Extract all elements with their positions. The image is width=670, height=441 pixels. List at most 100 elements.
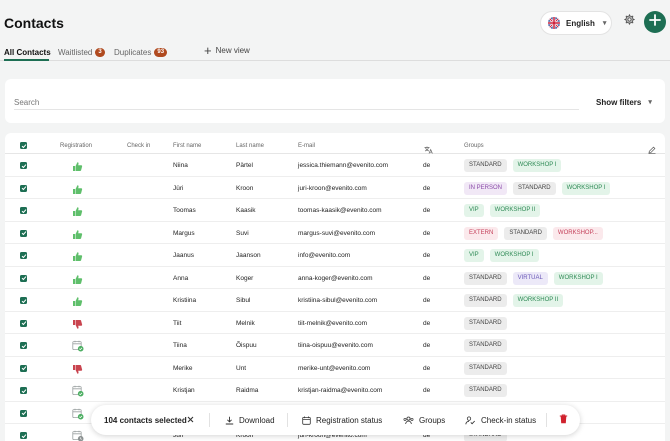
add-contact-button[interactable]: [644, 11, 666, 33]
delete-button[interactable]: [559, 405, 568, 435]
new-view-button[interactable]: + New view: [204, 44, 250, 57]
group-tag: WORKSHOP II: [489, 204, 541, 217]
check-icon: [21, 298, 26, 303]
clear-selection-button[interactable]: [187, 405, 194, 435]
search-panel: Show filters ▾: [5, 79, 665, 123]
group-tag: VIP: [464, 204, 484, 217]
email-cell: tiina-oispuu@evenito.com: [298, 342, 373, 349]
thumb-down-icon: [72, 362, 83, 374]
edit-columns-icon[interactable]: [648, 141, 656, 159]
gear-icon: [623, 13, 636, 31]
tab-waitlisted[interactable]: Waitlisted 3: [58, 46, 105, 58]
group-tag: STANDARD: [464, 271, 507, 285]
tab-label: Waitlisted: [58, 47, 93, 57]
language-selector[interactable]: English ▾: [540, 11, 612, 35]
row-checkbox[interactable]: [20, 387, 27, 394]
column-header-first-name[interactable]: First name: [173, 143, 202, 149]
language-cell: de: [423, 162, 431, 169]
group-tag: STANDARD: [464, 384, 507, 397]
table-row[interactable]: Merike Unt merike-unt@evenito.com de STANDAR…: [5, 357, 665, 379]
row-checkbox[interactable]: [20, 229, 27, 237]
table-row[interactable]: Niina Pärtel jessica.thiemann@evenito.com d…: [5, 154, 665, 177]
first-name-cell: Tiina: [173, 342, 187, 349]
thumb-down-icon: [72, 317, 83, 329]
table-row[interactable]: Kristjan Raidma kristjan-raidma@evenito.co…: [5, 379, 665, 402]
column-header-check-in[interactable]: Check in: [127, 143, 151, 149]
column-header-email[interactable]: E-mail: [298, 143, 316, 149]
select-all-checkbox[interactable]: [20, 142, 27, 149]
table-header: Registration Check in First name Last na…: [5, 133, 665, 154]
download-button[interactable]: Download: [225, 405, 275, 435]
table-row[interactable]: Jaanus Jaanson info@evenito.com de VIP WORKSH…: [5, 244, 665, 267]
last-name-cell: Unt: [236, 364, 247, 372]
last-name-cell: Suvi: [236, 229, 249, 237]
row-checkbox[interactable]: [20, 319, 27, 327]
table-row[interactable]: Anna Koger anna-koger@evenito.com de STANDAR…: [5, 267, 665, 289]
column-header-registration[interactable]: Registration: [60, 143, 93, 149]
row-checkbox[interactable]: [20, 207, 27, 214]
calendar-icon: [302, 416, 311, 425]
row-checkbox[interactable]: [20, 274, 27, 282]
calendar-check-icon: [72, 407, 84, 419]
download-icon: [225, 416, 234, 425]
column-header-groups[interactable]: Groups: [464, 143, 484, 149]
registration-status-button[interactable]: Registration status: [302, 405, 382, 435]
table-row[interactable]: Tiit Melnik tiit-melnik@evenito.com de STAND…: [5, 312, 665, 334]
row-checkbox[interactable]: [20, 432, 27, 439]
table-row[interactable]: Margus Suvi margus-suvi@evenito.com de EXTER…: [5, 222, 665, 244]
groups-cell: STANDARD WORKSHOP II: [464, 294, 564, 307]
first-name-cell: Tiit: [173, 319, 182, 327]
row-checkbox[interactable]: [20, 297, 27, 304]
email-cell: kristjan-raidma@evenito.com: [298, 387, 383, 394]
row-checkbox[interactable]: [20, 409, 27, 417]
settings-button[interactable]: [620, 13, 638, 31]
count-badge: 93: [154, 47, 168, 57]
group-tag: VIP: [464, 249, 484, 262]
email-cell: toomas-kaasik@evenito.com: [298, 207, 382, 214]
last-name-cell: Kaasik: [236, 207, 256, 214]
table-row[interactable]: Tiina Õispuu tiina-oispuu@evenito.com de STA…: [5, 334, 665, 357]
show-filters-button[interactable]: Show filters ▾: [590, 94, 658, 110]
divider: [546, 413, 547, 427]
group-tag: STANDARD: [504, 226, 547, 240]
group-tag: STANDARD: [464, 339, 507, 352]
thumb-up-icon: [72, 294, 83, 306]
email-cell: margus-suvi@evenito.com: [298, 229, 376, 237]
check-in-status-button[interactable]: Check-in status: [465, 405, 536, 435]
registration-status-label: Registration status: [316, 415, 383, 425]
chevron-down-icon: ▾: [648, 99, 652, 106]
check-icon: [21, 163, 26, 168]
table-row[interactable]: Jüri Kroon juri-kroon@evenito.com de IN PERS…: [5, 177, 665, 199]
show-filters-label: Show filters: [596, 97, 642, 107]
row-checkbox[interactable]: [20, 252, 27, 259]
tab-duplicates[interactable]: Duplicates 93: [114, 46, 168, 58]
tab-all-contacts[interactable]: All Contacts: [4, 46, 51, 58]
check-icon: [21, 433, 26, 438]
column-header-last-name[interactable]: Last name: [236, 143, 265, 149]
email-cell: tiit-melnik@evenito.com: [298, 319, 368, 327]
table-row[interactable]: Kristiina Sibul kristiina-sibul@evenito.co…: [5, 289, 665, 312]
row-checkbox[interactable]: [20, 184, 27, 192]
thumb-up-icon: [72, 227, 83, 239]
check-in-status-label: Check-in status: [481, 415, 537, 425]
groups-cell: STANDARD WORKSHOP I: [464, 159, 562, 172]
groups-button[interactable]: Groups: [403, 405, 445, 435]
check-icon: [21, 366, 26, 371]
language-column-icon[interactable]: [424, 141, 433, 159]
last-name-cell: Õispuu: [236, 342, 257, 349]
search-input[interactable]: [14, 96, 579, 110]
row-checkbox[interactable]: [20, 364, 27, 372]
tab-label: Duplicates: [114, 47, 152, 57]
first-name-cell: Merike: [173, 364, 193, 372]
chevron-down-icon: ▾: [602, 20, 607, 27]
group-tag: WORKSHOP...: [552, 226, 603, 240]
email-cell: jessica.thiemann@evenito.com: [298, 162, 389, 169]
row-checkbox[interactable]: [20, 162, 27, 169]
table-row[interactable]: Toomas Kaasik toomas-kaasik@evenito.com de V…: [5, 199, 665, 222]
active-tab-indicator: [4, 59, 49, 61]
row-checkbox[interactable]: [20, 342, 27, 349]
group-tag: STANDARD: [513, 181, 556, 195]
groups-cell: STANDARD: [464, 339, 507, 352]
group-tag: STANDARD: [464, 294, 507, 307]
first-name-cell: Kristiina: [173, 297, 197, 304]
